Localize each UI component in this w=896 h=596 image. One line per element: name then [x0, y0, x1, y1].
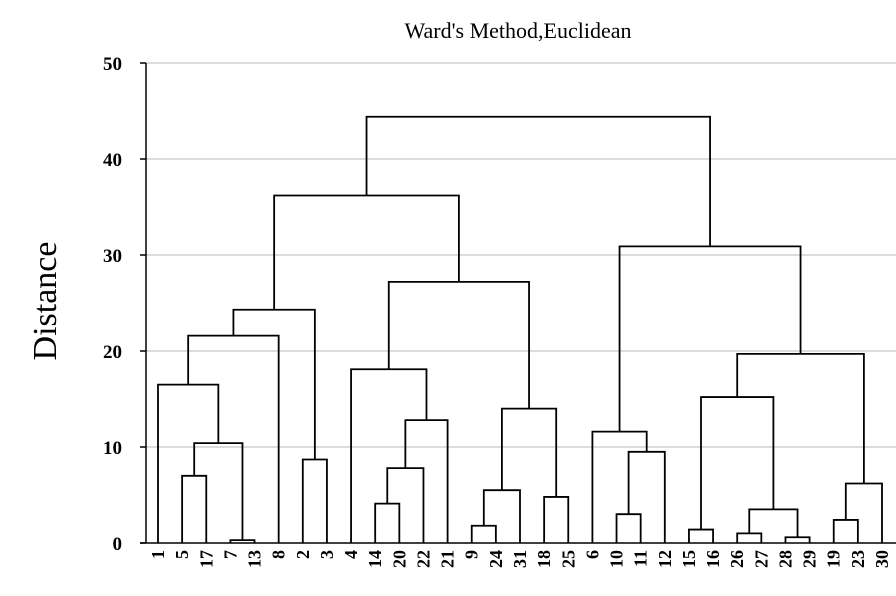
- dendrogram-link-18-25: [543, 496, 570, 543]
- y-tick-label: 40: [103, 150, 122, 171]
- dendrogram-link-19-23: [832, 519, 859, 543]
- dendrogram-link-14-20: [374, 502, 401, 543]
- leaf-labels: 1 5 17 7 13 8 2 3 4 14 20 22 21 9 24 31 18 25 6 10 11 12 15 16 2…: [148, 550, 892, 568]
- leaf-label-5: 5: [172, 550, 192, 559]
- dendrogram-link-28-29: [784, 536, 811, 543]
- leaf-label-25: 25: [558, 550, 578, 568]
- gridlines: [146, 62, 896, 448]
- dendrogram-link-15-16: [688, 528, 714, 543]
- leaf-label-15: 15: [679, 550, 699, 568]
- dendrogram-link-1-5+17+7+13: [157, 383, 220, 543]
- leaf-label-6: 6: [582, 550, 602, 559]
- leaf-label-13: 13: [245, 550, 265, 568]
- leaf-label-11: 11: [631, 550, 651, 567]
- leaf-label-19: 19: [824, 550, 844, 568]
- leaf-label-10: 10: [607, 550, 627, 568]
- leaf-label-7: 7: [220, 550, 240, 559]
- dendrogram-link-4-14+20+22+21: [350, 368, 428, 543]
- leaf-label-12: 12: [655, 550, 675, 568]
- y-axis: [140, 62, 896, 544]
- leaf-label-23: 23: [848, 550, 868, 568]
- leaf-label-22: 22: [413, 550, 433, 568]
- leaf-label-8: 8: [269, 550, 289, 559]
- leaf-label-18: 18: [534, 550, 554, 568]
- leaf-label-28: 28: [775, 550, 795, 568]
- leaf-label-24: 24: [486, 550, 506, 568]
- y-tick-labels: 0 10 20 30 40 50: [103, 54, 122, 555]
- y-tick-label: 10: [103, 438, 122, 459]
- leaf-label-2: 2: [293, 550, 313, 559]
- dendrogram-link-19+23-30: [844, 482, 883, 543]
- y-tick-label: 30: [103, 246, 122, 267]
- leaf-label-27: 27: [751, 550, 771, 568]
- leaf-label-16: 16: [703, 550, 723, 568]
- dendrogram-link-10-11: [615, 513, 642, 543]
- dendrogram-link-15+16+26+27+28+29-19+23+30: [736, 352, 865, 484]
- leaf-label-30: 30: [872, 550, 892, 568]
- dendrogram-link-9-24: [470, 524, 497, 543]
- dendrogram-links: [157, 115, 883, 543]
- leaf-label-3: 3: [317, 550, 337, 559]
- leaf-label-21: 21: [438, 550, 458, 568]
- leaf-label-20: 20: [389, 550, 409, 568]
- y-tick-label: 20: [103, 342, 122, 363]
- dendrogram-link-26-27: [736, 532, 763, 543]
- chart-title: Ward's Method,Euclidean: [404, 18, 631, 43]
- y-tick-label: 50: [103, 54, 122, 75]
- leaf-label-26: 26: [727, 550, 747, 568]
- dendrogram-link-5+17-7+13: [193, 442, 244, 541]
- dendrogram-link-1+5+17+7+13+8+2+3-4+14+20+22+21+9+24+31+18+25: [273, 194, 460, 310]
- dendrogram-link-9+24+31-18+25: [501, 407, 558, 497]
- dendrogram-link-9+24-31: [482, 489, 521, 543]
- leaf-label-4: 4: [341, 550, 361, 559]
- dendrogram-link-1+5+17+7+13+8+2+3+4+14+20+22+21+9+24+31+18+25-6+10+11+12+15+16+26+27+28+29+19+23+30: [365, 115, 711, 247]
- dendrogram-link-10+11-12: [627, 450, 666, 543]
- dendrogram-link-1+5+17+7+13+8-2+3: [232, 308, 316, 460]
- dendrogram-link-6-10+11+12: [591, 430, 648, 543]
- dendrogram-link-4+14+20+22+21-9+24+31+18+25: [387, 280, 530, 409]
- y-tick-label: 0: [113, 534, 123, 555]
- leaf-label-17: 17: [196, 550, 216, 568]
- dendrogram-link-14+20-22: [386, 467, 425, 543]
- dendrogram-link-5-17: [181, 474, 208, 543]
- y-axis-label: Distance: [27, 242, 64, 361]
- leaf-label-29: 29: [800, 550, 820, 568]
- leaf-label-1: 1: [148, 550, 168, 559]
- dendrogram-link-2-3: [301, 458, 328, 543]
- leaf-label-14: 14: [365, 550, 385, 568]
- dendrogram-link-14+20+22-21: [404, 419, 449, 543]
- leaf-label-9: 9: [462, 550, 482, 559]
- leaf-label-31: 31: [510, 550, 530, 568]
- dendrogram-link-1+5+17+7+13-8: [187, 334, 280, 543]
